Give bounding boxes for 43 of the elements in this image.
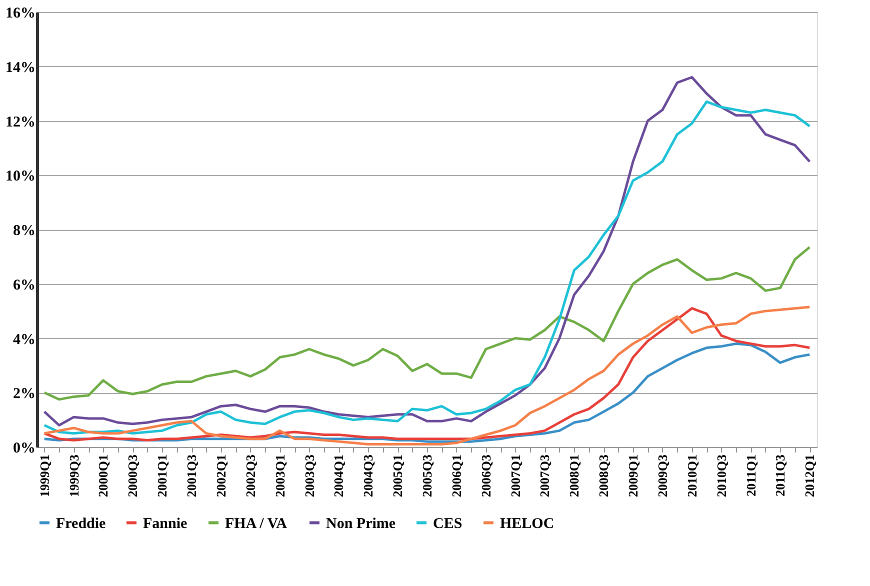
y-tick-label: 12% <box>6 114 36 130</box>
x-tick-label: 2010Q1 <box>684 454 700 498</box>
legend-label: HELOC <box>500 516 554 532</box>
x-tick-label: 2007Q1 <box>508 454 523 498</box>
legend-label: CES <box>433 516 462 532</box>
y-tick-label: 8% <box>13 223 36 239</box>
legend-label: Non Prime <box>326 516 396 532</box>
x-tick-label: 2006Q1 <box>448 454 464 498</box>
y-tick-label: 4% <box>13 332 36 348</box>
x-tick-label: 2008Q1 <box>566 454 582 498</box>
line-series <box>43 246 811 401</box>
x-tick-label: 2000Q1 <box>96 454 111 498</box>
x-tick-label: 2005Q1 <box>390 454 406 498</box>
x-tick-label: 2002Q3 <box>242 454 258 498</box>
x-tick-label: 2004Q1 <box>331 454 346 498</box>
legend-label: FHA / VA <box>225 516 288 532</box>
x-tick-label: 2005Q3 <box>420 454 434 498</box>
x-tick-label: 2006Q3 <box>478 454 494 498</box>
x-tick-label: 2004Q3 <box>360 454 376 498</box>
x-tick-label: 2000Q3 <box>125 454 140 498</box>
x-tick-label: 2010Q3 <box>714 454 729 498</box>
x-tick-label: 2011Q1 <box>743 454 758 496</box>
y-tick-label: 2% <box>13 386 36 402</box>
x-tick-label: 2007Q3 <box>537 454 552 498</box>
x-tick-label: 2003Q3 <box>302 454 317 498</box>
x-tick-label: 1999Q3 <box>66 454 82 498</box>
x-tick-label: 2009Q3 <box>654 454 670 498</box>
y-tick-label: 0% <box>13 440 36 456</box>
x-tick-label: 2002Q1 <box>213 454 228 498</box>
y-tick-label: 16% <box>6 6 36 22</box>
x-tick-label: 2012Q1 <box>802 454 818 498</box>
y-tick-label: 14% <box>6 60 36 76</box>
x-tick-label: 2003Q1 <box>272 454 288 498</box>
x-tick-label: 2008Q3 <box>596 454 612 498</box>
legend-label: Freddie <box>56 516 106 532</box>
x-tick-label: 2011Q3 <box>772 454 788 496</box>
x-tick-label: 2001Q3 <box>184 454 200 498</box>
y-tick-label: 10% <box>6 168 36 185</box>
x-tick-label: 2009Q1 <box>626 454 641 498</box>
legend-label: Fannie <box>143 516 188 532</box>
x-tick-label: 2001Q1 <box>154 454 170 498</box>
x-tick-label: 1999Q1 <box>36 454 52 498</box>
y-tick-label: 6% <box>13 277 36 294</box>
